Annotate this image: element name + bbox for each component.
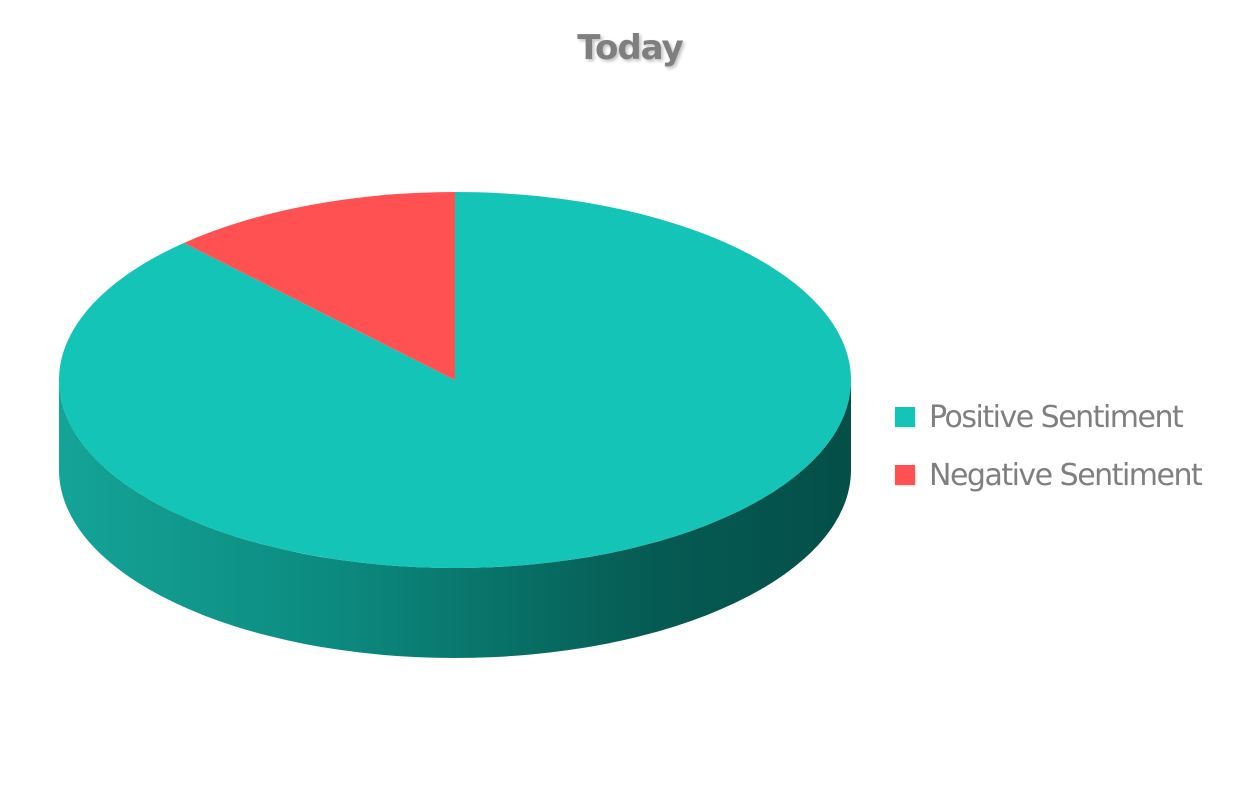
legend-item-positive: Positive Sentiment xyxy=(895,388,1201,446)
legend-swatch-positive xyxy=(895,407,915,427)
legend-label-positive: Positive Sentiment xyxy=(929,399,1184,435)
legend: Positive Sentiment Negative Sentiment xyxy=(895,388,1203,504)
pie-side-wall xyxy=(59,380,851,658)
pie-slice-positive xyxy=(58,192,851,568)
pie-slice-negative xyxy=(183,191,456,380)
chart-title: Today xyxy=(577,28,683,68)
pie-layer xyxy=(58,191,851,658)
legend-label-negative: Negative Sentiment xyxy=(929,457,1203,493)
legend-swatch-negative xyxy=(895,465,915,485)
legend-item-negative: Negative Sentiment xyxy=(895,446,1203,504)
